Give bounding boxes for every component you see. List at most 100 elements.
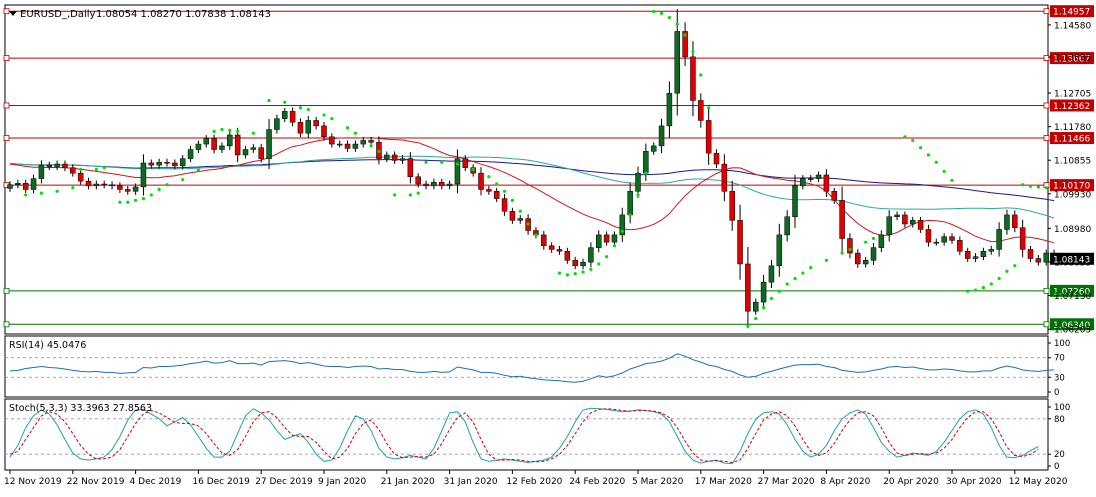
sar-dot bbox=[1005, 269, 1009, 273]
level-price-label: 1.10170 bbox=[1053, 182, 1090, 192]
time-tick-label: 9 Jan 2020 bbox=[318, 477, 366, 487]
candle-bear bbox=[603, 234, 610, 243]
sar-dot bbox=[942, 169, 946, 173]
sar-dot bbox=[691, 49, 695, 54]
time-tick-label: 16 Dec 2019 bbox=[192, 477, 250, 487]
candle-bull bbox=[1043, 252, 1049, 263]
stoch-tick-label: 20 bbox=[1054, 450, 1065, 460]
candle-bull bbox=[988, 249, 994, 252]
stoch-title: Stoch(5,3,3) 33.3963 27.8563 bbox=[9, 403, 152, 414]
price-tick-label: 1.07130 bbox=[1054, 292, 1091, 302]
level-price-tag bbox=[1050, 284, 1094, 297]
candle-bull bbox=[431, 181, 437, 187]
sar-dot bbox=[534, 233, 538, 237]
sar-dot bbox=[644, 171, 648, 175]
candle-bear bbox=[486, 189, 492, 192]
candle-bull bbox=[140, 162, 147, 188]
stoch-panel-frame bbox=[4, 398, 1049, 471]
candle-bear bbox=[823, 174, 830, 192]
candle-bull bbox=[274, 118, 280, 130]
candle-bull bbox=[815, 174, 822, 179]
candle-bear bbox=[439, 181, 445, 187]
sar-dot bbox=[118, 200, 122, 204]
candle-bear bbox=[745, 263, 751, 312]
sar-dot bbox=[973, 288, 978, 292]
sar-dot bbox=[149, 193, 153, 197]
candle-bull bbox=[894, 214, 900, 217]
candle-bull bbox=[179, 158, 186, 167]
sar-dot bbox=[471, 167, 475, 172]
candle-bull bbox=[336, 143, 343, 146]
sar-dot bbox=[393, 193, 397, 197]
sar-dot bbox=[141, 196, 146, 201]
candle-bear bbox=[493, 191, 500, 199]
sar-dot bbox=[212, 129, 216, 133]
price-tick-label: 1.06205 bbox=[1054, 326, 1091, 336]
sar-dot bbox=[1044, 186, 1048, 190]
candle-bear bbox=[164, 161, 170, 164]
sar-dot bbox=[659, 11, 664, 15]
candle-bull bbox=[250, 147, 257, 150]
sar-dot bbox=[557, 271, 562, 275]
level-price-tag bbox=[1050, 318, 1094, 331]
sar-dot bbox=[157, 187, 161, 192]
stoch-tick-label: 0 bbox=[1054, 462, 1059, 472]
time-tick-label: 27 Dec 2019 bbox=[255, 477, 313, 487]
sar-dot bbox=[652, 9, 656, 14]
level-price-label: 1.06340 bbox=[1053, 321, 1090, 331]
rsi-main-line bbox=[9, 353, 1055, 383]
level-price-label: 1.14957 bbox=[1053, 8, 1090, 18]
candle-bear bbox=[407, 158, 414, 178]
candle-bull bbox=[266, 129, 272, 159]
sar-dot bbox=[518, 209, 522, 213]
sar-dot bbox=[1028, 184, 1033, 188]
sar-dot bbox=[628, 213, 632, 217]
sar-dot bbox=[1021, 183, 1025, 187]
triangle-down-icon[interactable] bbox=[9, 11, 17, 16]
sar-dot bbox=[126, 200, 130, 204]
candle-bull bbox=[7, 184, 13, 189]
candle-bull bbox=[658, 125, 665, 147]
candle-bear bbox=[831, 191, 837, 201]
candle-bear bbox=[1027, 249, 1034, 259]
ma-slow-line bbox=[9, 159, 1055, 202]
candle-bear bbox=[564, 251, 571, 261]
price-tick-label: 1.14580 bbox=[1054, 21, 1091, 31]
sar-dot bbox=[707, 106, 711, 110]
time-tick-label: 24 Feb 2020 bbox=[569, 477, 625, 487]
sar-dot bbox=[871, 236, 876, 241]
sar-dot bbox=[283, 100, 287, 104]
level-line-anchor bbox=[1043, 8, 1050, 15]
rsi-tick-label: 0 bbox=[1054, 388, 1059, 398]
level-lines: 1.14957 1.13667 1.12362 1.11466 1.10170 1.072… bbox=[3, 5, 1094, 331]
level-price-label: 1.11466 bbox=[1053, 135, 1090, 145]
sar-dot bbox=[495, 182, 499, 186]
sar-dot bbox=[377, 149, 381, 153]
candle-bear bbox=[902, 214, 908, 225]
sar-dot bbox=[565, 273, 569, 277]
sar-dot bbox=[55, 189, 59, 193]
candle-bull bbox=[195, 143, 202, 150]
candle-bear bbox=[297, 122, 304, 134]
candle-bull bbox=[878, 234, 885, 248]
sar-dot bbox=[455, 162, 460, 166]
candle-bear bbox=[729, 191, 735, 221]
sar-dot bbox=[71, 186, 75, 190]
candle-bear bbox=[321, 125, 327, 138]
candle-bear bbox=[423, 183, 429, 187]
candle-bull bbox=[132, 186, 139, 192]
level-line-anchor bbox=[3, 321, 10, 328]
candle-bear bbox=[509, 211, 516, 221]
candle-bear bbox=[964, 251, 971, 259]
sar-dot bbox=[94, 167, 98, 172]
candle-bull bbox=[768, 265, 775, 283]
level-line-anchor bbox=[3, 102, 10, 109]
level-line-anchor bbox=[1043, 55, 1050, 61]
sar-dot bbox=[228, 128, 232, 132]
sar-dot bbox=[424, 160, 428, 164]
level-line-anchor bbox=[3, 55, 10, 61]
candle-bull bbox=[15, 183, 21, 186]
candle-bear bbox=[925, 229, 932, 243]
sar-dot bbox=[369, 144, 373, 148]
candle-bear bbox=[70, 167, 76, 174]
